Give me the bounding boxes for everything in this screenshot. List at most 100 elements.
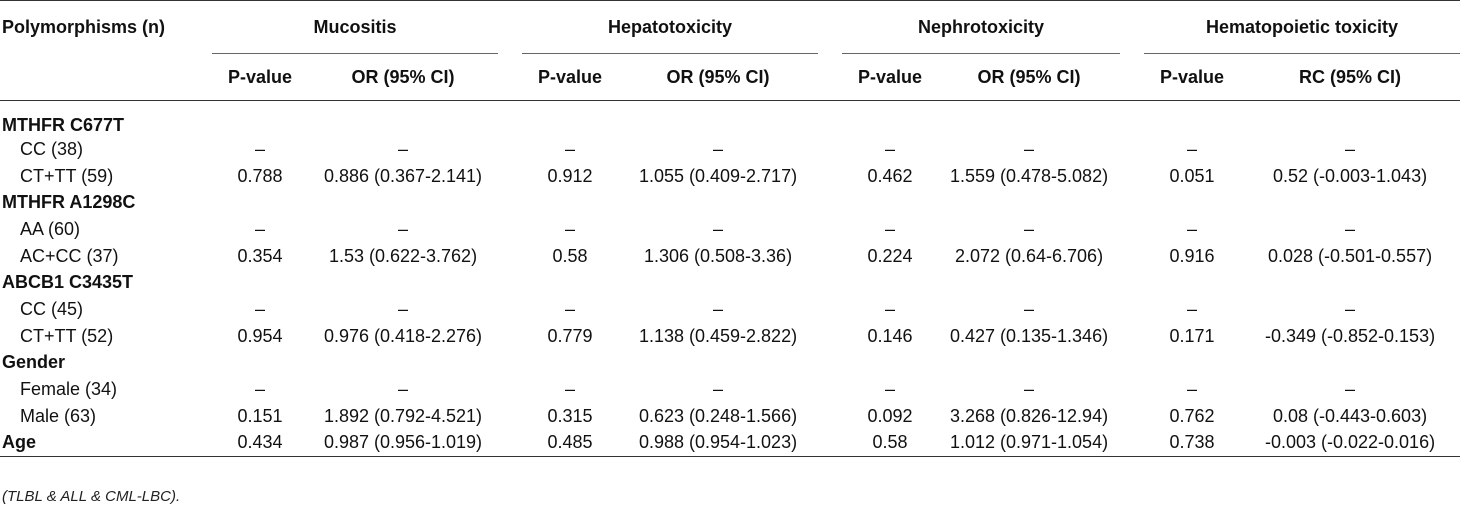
spacer-cell [498, 136, 522, 163]
spacer-cell [498, 243, 522, 270]
spacer-cell [308, 350, 498, 377]
table-cell: – [398, 298, 409, 319]
spacer-cell [1120, 269, 1144, 296]
table-cell: 0.315 [547, 405, 593, 426]
table-cell: 0.52 (-0.003-1.043) [1272, 165, 1428, 186]
subheader-pvalue: P-value [858, 66, 923, 87]
spacer-cell [1120, 430, 1144, 457]
subheader-or: OR (95% CI) [977, 66, 1081, 87]
table-cell: – [1024, 138, 1035, 159]
table-cell: 1.306 (0.508-3.36) [643, 245, 793, 266]
table-cell: – [254, 138, 265, 159]
spacer-cell [498, 269, 522, 296]
table-cell: 0.788 [237, 165, 283, 186]
table-cell: 1.012 (0.971-1.054) [949, 432, 1109, 453]
table-cell: 1.53 (0.622-3.762) [328, 245, 478, 266]
table-cell: – [1187, 298, 1198, 319]
spacer-cell [1120, 101, 1144, 137]
table-cell: 0.58 [872, 432, 908, 453]
table-row: AC+CC (37) 0.354 1.53 (0.622-3.762) 0.58 1.3… [0, 243, 1460, 270]
table-cell: – [565, 379, 576, 400]
table-cell: 0.224 [867, 245, 913, 266]
spacer-cell [818, 101, 842, 137]
table-cell: – [1187, 218, 1198, 239]
spacer-cell [818, 136, 842, 163]
table-body: MTHFR C677T CC (38) – – – – – – – – CT+TT (59) 0.78… [0, 101, 1460, 457]
spacer-cell [1120, 403, 1144, 430]
table-cell: 0.092 [867, 405, 913, 426]
spacer-cell [498, 350, 522, 377]
table-cell: 0.987 (0.956-1.019) [323, 432, 483, 453]
table-cell: – [885, 379, 896, 400]
header-polymorphisms: Polymorphisms (n) [2, 16, 166, 37]
table-cell: 0.58 [552, 245, 588, 266]
spacer-cell [818, 163, 842, 190]
row-label: CT+TT (59) [20, 165, 114, 186]
spacer-cell [308, 269, 498, 296]
table-cell: 0.623 (0.248-1.566) [638, 405, 798, 426]
spacer-cell [1240, 350, 1460, 377]
table-cell: – [398, 218, 409, 239]
section-row: MTHFR C677T [0, 101, 1460, 137]
row-label: Male (63) [20, 405, 97, 426]
table-row: AA (60) – – – – – – – – [0, 216, 1460, 243]
spacer-cell [498, 323, 522, 350]
table-cell: – [713, 298, 724, 319]
subheader-or: OR (95% CI) [351, 66, 455, 87]
spacer-cell [1120, 296, 1144, 323]
table-cell: 1.892 (0.792-4.521) [323, 405, 483, 426]
table-cell: – [398, 138, 409, 159]
row-label: Gender [2, 352, 66, 373]
table-cell: 1.055 (0.409-2.717) [638, 165, 798, 186]
spacer-cell [1120, 376, 1144, 403]
table-row: CT+TT (59) 0.788 0.886 (0.367-2.141) 0.912 1… [0, 163, 1460, 190]
spacer-cell [212, 350, 308, 377]
table-cell: 0.462 [867, 165, 913, 186]
spacer-cell [498, 403, 522, 430]
header-mucositis: Mucositis [212, 0, 499, 54]
table-cell: 0.427 (0.135-1.346) [949, 325, 1109, 346]
spacer-cell [818, 430, 842, 457]
table-cell: – [1024, 298, 1035, 319]
row-label: Female (34) [20, 379, 118, 400]
table-cell: – [1024, 218, 1035, 239]
table-cell: 0.738 [1169, 432, 1215, 453]
spacer-cell [522, 189, 618, 216]
spacer-cell [498, 163, 522, 190]
table-cell: 0.886 (0.367-2.141) [323, 165, 483, 186]
table-cell: 0.171 [1169, 325, 1215, 346]
spacer-cell [818, 403, 842, 430]
spacer-cell [308, 189, 498, 216]
row-label: CC (45) [20, 298, 84, 319]
table-cell: 0.354 [237, 245, 283, 266]
spacer-cell [618, 350, 818, 377]
spacer-cell [498, 430, 522, 457]
subheader-pvalue: P-value [227, 66, 293, 87]
table-cell: – [565, 218, 576, 239]
table-cell: 0.028 (-0.501-0.557) [1267, 245, 1433, 266]
table-row: CC (45) – – – – – – – – [0, 296, 1460, 323]
table-cell: 0.151 [237, 405, 283, 426]
subheader-or: OR (95% CI) [666, 66, 770, 87]
spacer-cell [818, 296, 842, 323]
table-cell: -0.349 (-0.852-0.153) [1264, 325, 1436, 346]
table-cell: – [254, 218, 265, 239]
table-cell: – [885, 138, 896, 159]
spacer-cell [842, 189, 938, 216]
table-cell: – [713, 138, 724, 159]
table-cell: – [565, 298, 576, 319]
table-cell: 0.976 (0.418-2.276) [323, 325, 483, 346]
table-row: CC (38) – – – – – – – – [0, 136, 1460, 163]
table-cell: 0.146 [867, 325, 913, 346]
table-cell: – [398, 379, 409, 400]
spacer-cell [938, 269, 1120, 296]
subheader-pvalue: P-value [1160, 66, 1225, 87]
row-label: Age [2, 432, 37, 453]
spacer-cell [1144, 189, 1240, 216]
spacer-cell [818, 189, 842, 216]
table-row: Male (63) 0.151 1.892 (0.792-4.521) 0.315 0.… [0, 403, 1460, 430]
row-label: CC (38) [20, 138, 84, 159]
spacer-cell [818, 350, 842, 377]
spacer-cell [1144, 350, 1240, 377]
header-hepatotoxicity: Hepatotoxicity [522, 0, 819, 54]
